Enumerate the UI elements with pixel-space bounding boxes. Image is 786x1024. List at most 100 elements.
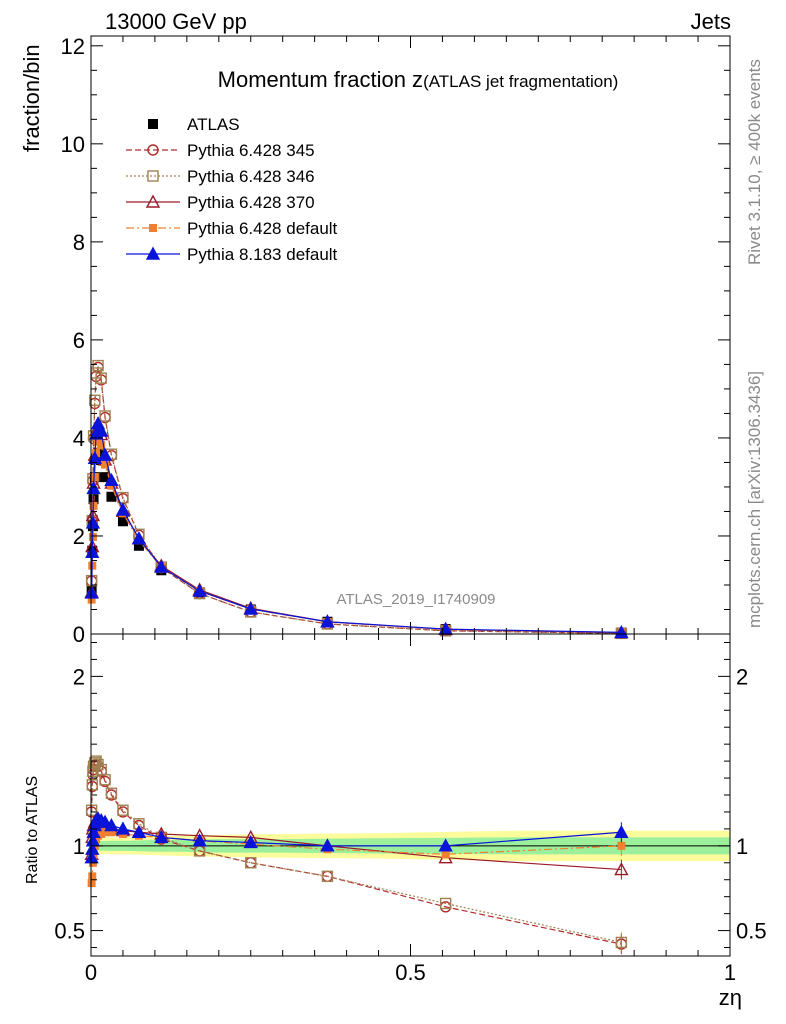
series-point: [154, 559, 169, 573]
ratio-point: [438, 838, 453, 852]
series-point: [243, 601, 258, 615]
ratio-y-tick-label-right: 2: [736, 664, 748, 689]
data-point: [106, 491, 117, 502]
legend-marker: [147, 170, 159, 182]
legend-label: Pythia 6.428 346: [187, 167, 315, 186]
chart-title: Momentum fraction z(ATLAS jet fragmentat…: [218, 67, 619, 92]
y-tick-label: 4: [73, 426, 85, 451]
ratio-point: [321, 870, 334, 883]
ratio-point: [245, 857, 257, 869]
series-point: [87, 450, 103, 465]
data-point: [117, 516, 128, 527]
series-point: [87, 595, 96, 604]
ratio-point: [439, 897, 452, 910]
x-tick-label: 0: [85, 960, 97, 985]
y-tick-label: 0: [73, 622, 85, 647]
series-point: [90, 473, 99, 482]
legend-marker: [149, 224, 157, 232]
ratio-point: [104, 818, 119, 832]
legend-item: Pythia 6.428 default: [126, 219, 338, 238]
series-point: [104, 472, 119, 486]
series-point: [89, 394, 101, 406]
ratio-point: [86, 779, 98, 791]
ratio-point: [85, 804, 98, 816]
ratio-y-tick-label: 1: [73, 834, 85, 859]
legend-item: Pythia 8.183 default: [126, 245, 338, 264]
y-tick-label: 10: [61, 132, 85, 157]
ratio-y-tick-label: 0.5: [54, 919, 85, 944]
series-point: [85, 544, 100, 559]
ratio-point: [117, 804, 129, 816]
process-label: Jets: [691, 9, 731, 34]
ratio-point: [85, 841, 100, 855]
legend-label: Pythia 6.428 370: [187, 193, 315, 212]
series-point: [99, 410, 111, 422]
series-point: [320, 614, 335, 628]
series-point: [92, 449, 101, 458]
ratio-point: [245, 857, 257, 869]
series-point: [131, 531, 147, 545]
ratio-point: [101, 828, 110, 837]
legend-marker: [145, 246, 161, 260]
series-point: [94, 423, 109, 437]
series-point: [97, 441, 106, 450]
series-point: [115, 502, 131, 516]
series-point: [92, 359, 104, 372]
ratio-point: [107, 828, 116, 837]
legend-item: ATLAS: [148, 115, 240, 134]
analysis-label: ATLAS_2019_I1740909: [336, 591, 495, 608]
ratio-point: [243, 834, 258, 849]
legend: ATLAS Pythia 6.428 345 Pythia 6.428 346 Pyt…: [126, 115, 338, 264]
ratio-y-axis-label: Ratio to ATLAS: [24, 776, 41, 884]
x-axis-label: zη: [719, 985, 742, 1010]
legend-item: Pythia 6.428 346: [126, 167, 315, 186]
ratio-point: [441, 850, 450, 859]
series-line: [91, 421, 622, 634]
y-tick-label: 12: [61, 34, 85, 59]
data-point: [133, 540, 144, 551]
main-layer: [84, 359, 629, 640]
ratio-point: [99, 774, 111, 786]
ratio-point: [131, 824, 147, 838]
ratio-layer: [84, 755, 730, 955]
ratio-point: [192, 833, 207, 847]
data-point: [100, 472, 111, 483]
mcplots-label: mcplots.cern.ch [arXiv:1306.3436]: [745, 371, 764, 628]
series-point: [95, 372, 107, 384]
series-line: [91, 440, 622, 634]
ratio-point: [115, 821, 131, 835]
series-point: [84, 585, 99, 599]
ratio-frame: [90, 633, 731, 957]
beam-label: 13000 GeV pp: [105, 9, 247, 34]
legend-label: ATLAS: [187, 115, 240, 134]
chart-title-main: Momentum fraction z: [218, 67, 423, 92]
ratio-y-tick-label-right: 1: [736, 834, 748, 859]
y-tick-label: 2: [73, 524, 85, 549]
legend-marker: [147, 144, 159, 156]
y-axis-label: fraction/bin: [19, 44, 44, 152]
ratio-point: [320, 838, 335, 852]
ratio-y-tick-label-right: 0.5: [736, 919, 767, 944]
ratio-point: [89, 757, 101, 769]
chart-title-sub: (ATLAS jet fragmentation): [423, 72, 618, 91]
ratio-point: [154, 829, 169, 844]
x-tick-label: 0.5: [395, 960, 426, 985]
series-line: [91, 365, 622, 634]
ratio-y-tick-label: 2: [73, 664, 85, 689]
legend-label: Pythia 8.183 default: [187, 245, 338, 264]
legend-item: Pythia 6.428 345: [126, 141, 315, 160]
legend-marker: [145, 194, 161, 208]
y-tick-label: 6: [73, 328, 85, 353]
legend-label: Pythia 6.428 default: [187, 219, 338, 238]
rivet-version-label: Rivet 3.1.10, ≥ 400k events: [745, 59, 764, 265]
ratio-point: [87, 879, 96, 888]
y-tick-label: 8: [73, 230, 85, 255]
legend-label: Pythia 6.428 345: [187, 141, 315, 160]
x-tick-label: 1: [724, 960, 736, 985]
legend-marker: [148, 119, 158, 129]
series-point: [101, 460, 110, 469]
ratio-point: [105, 787, 118, 800]
series-point: [85, 515, 101, 529]
